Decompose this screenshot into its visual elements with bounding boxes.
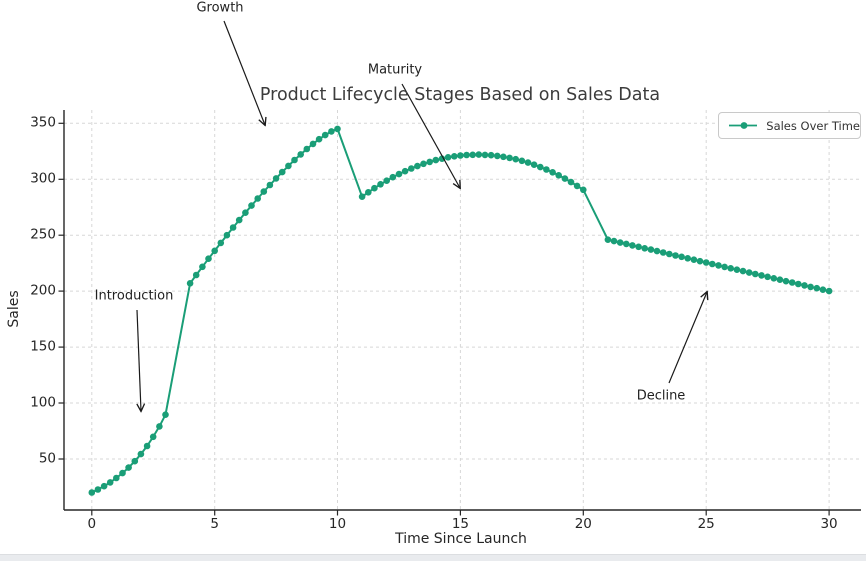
legend-label: Sales Over Time <box>766 118 860 133</box>
y-tick-label: 50 <box>38 450 56 467</box>
x-tick-label: 25 <box>697 516 715 532</box>
x-tick-label: 10 <box>328 516 347 532</box>
series-markers <box>88 125 833 496</box>
legend: Sales Over Time <box>718 112 861 139</box>
y-tick-label: 100 <box>30 394 56 411</box>
y-tick-label: 250 <box>30 226 56 243</box>
x-tick-label: 15 <box>451 516 469 532</box>
gridlines <box>64 110 861 510</box>
x-axis-label: Time Since Launch <box>395 531 527 547</box>
x-tick-label: 5 <box>210 516 219 532</box>
annotation-maturity: Maturity <box>367 62 423 78</box>
annotation-decline: Decline <box>636 388 686 404</box>
x-tick-label: 20 <box>574 516 592 532</box>
y-tick-label: 300 <box>30 170 56 187</box>
x-tick-label: 0 <box>87 516 97 532</box>
chart-title: Product Lifecycle Stages Based on Sales … <box>259 85 661 105</box>
y-tick-label: 200 <box>30 282 56 299</box>
bottom-window-edge <box>0 554 866 561</box>
legend-marker-icon <box>729 122 758 129</box>
annotation-growth: Growth <box>196 0 244 16</box>
x-tick-label: 30 <box>820 516 838 532</box>
axes-spines <box>63 110 861 511</box>
tick-marks <box>58 122 830 516</box>
annotation-introduction: Introduction <box>94 288 174 304</box>
y-tick-label: 350 <box>30 114 56 131</box>
annotation-arrows <box>137 20 707 411</box>
y-tick-label: 150 <box>30 338 56 355</box>
